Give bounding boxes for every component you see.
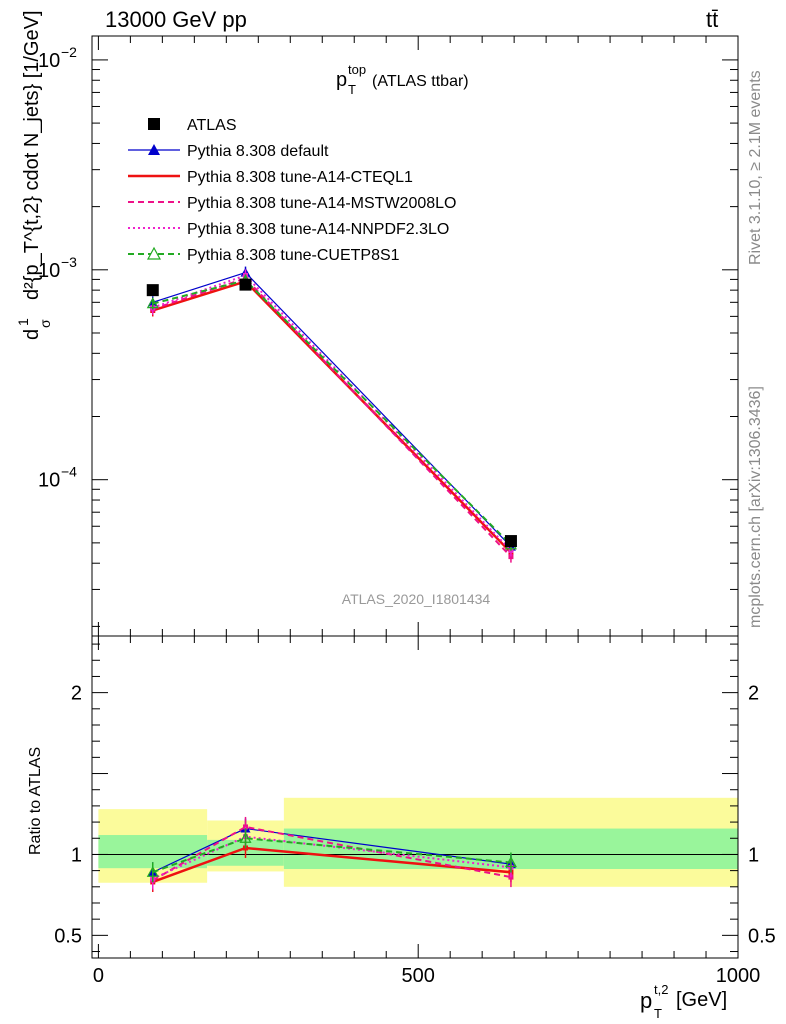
ratio-uncertainty-bands	[92, 797, 738, 887]
legend-marker-square	[148, 118, 160, 130]
plot-title-sup: top	[348, 62, 366, 77]
legend-marker-open-triangle	[146, 246, 162, 260]
plot-title-p: p	[336, 69, 347, 91]
legend-entry: ATLAS	[148, 117, 237, 134]
y-ratio-tick-label-right: 2	[748, 683, 759, 705]
series-marker	[146, 297, 159, 309]
y-ratio-tick-label-right: 1	[748, 844, 759, 866]
process-label: tt̄	[706, 7, 718, 32]
energy-label: 13000 GeV pp	[105, 7, 247, 32]
plot-title-sub: T	[348, 82, 356, 97]
plot-title-rest: (ATLAS ttbar)	[372, 73, 469, 90]
atlas-data-point	[146, 284, 159, 297]
legend-label: ATLAS	[187, 117, 237, 134]
y-main-tick-label: 10	[38, 470, 60, 492]
x-axis-title-units: [GeV]	[676, 989, 727, 1011]
series-line-4	[152, 279, 512, 546]
y-axis-title-den: σ	[37, 319, 53, 328]
y-axis-title-num: 1	[15, 318, 31, 326]
series-line-2	[152, 277, 512, 558]
legend: ATLAS Pythia 8.308 default Pythia 8.308 tu…	[128, 117, 456, 264]
legend-label: Pythia 8.308 default	[187, 143, 329, 160]
y-axis-title: d 1 σ d²{p_T^{t,2} cdot N_jets} [1/GeV]	[15, 10, 53, 340]
legend-label: Pythia 8.308 tune-CUETP8S1	[187, 247, 400, 264]
series-main-panel	[146, 266, 517, 563]
legend-marker-triangle	[148, 144, 160, 155]
y-main-tick-exp: −3	[61, 254, 77, 270]
y-ratio-tick-label: 1	[71, 844, 82, 866]
rivet-label: Rivet 3.1.10, ≥ 2.1M events	[747, 70, 764, 265]
y-ratio-tick-label: 0.5	[54, 925, 82, 947]
x-tick-label: 1000	[716, 965, 761, 987]
y-ratio-tick-label-right: 0.5	[748, 925, 776, 947]
series-ratio-marker	[504, 856, 517, 868]
x-tick-label: 0	[93, 965, 104, 987]
legend-entry: Pythia 8.308 default	[128, 143, 329, 160]
y-ratio-tick-label: 2	[71, 683, 82, 705]
series-ratio-line-4	[152, 837, 512, 874]
atlas-data-point	[504, 535, 517, 548]
ratio-frame	[91, 635, 739, 959]
series-marker	[508, 554, 514, 560]
plot-title: p top T (ATLAS ttbar)	[336, 62, 469, 97]
series-ratio-marker	[146, 866, 159, 877]
ratio-y-axis-title: Ratio to ATLAS	[27, 747, 44, 855]
y-main-tick-exp: −2	[61, 44, 77, 60]
legend-entry: Pythia 8.308 tune-A14-CTEQL1	[128, 169, 413, 186]
y-main-tick-label: 10	[38, 260, 60, 282]
mcplots-label: mcplots.cern.ch [arXiv:1306.3436]	[747, 386, 764, 628]
legend-entry: Pythia 8.308 tune-CUETP8S1	[128, 246, 400, 264]
series-line-1	[152, 280, 512, 554]
legend-label: Pythia 8.308 tune-A14-NNPDF2.3LO	[187, 221, 449, 238]
y-axis-title-main: d²{p_T^{t,2} cdot N_jets} [1/GeV]	[21, 10, 43, 300]
y-main-tick-label: 10	[38, 50, 60, 72]
x-axis-title-sub: T	[654, 1006, 662, 1021]
legend-label: Pythia 8.308 tune-A14-MSTW2008LO	[187, 195, 456, 212]
y-main-tick-exp: −4	[61, 464, 77, 480]
legend-label: Pythia 8.308 tune-A14-CTEQL1	[187, 169, 413, 186]
series-line-3	[152, 274, 512, 552]
series-ratio-line-2	[152, 825, 512, 882]
analysis-id: ATLAS_2020_I1801434	[342, 591, 491, 607]
series-line-0	[152, 271, 512, 548]
x-axis-title: p t,2 T [GeV]	[640, 982, 727, 1021]
plot-frames	[91, 35, 739, 959]
x-tick-label: 500	[402, 965, 435, 987]
atlas-data-point	[239, 278, 252, 291]
series-ratio-panel	[146, 816, 517, 892]
legend-entry: Pythia 8.308 tune-A14-NNPDF2.3LO	[128, 221, 449, 238]
y-axis-title-prefix: d	[21, 329, 43, 340]
x-axis-title-sup: t,2	[654, 982, 668, 997]
legend-entry: Pythia 8.308 tune-A14-MSTW2008LO	[128, 195, 456, 212]
series-ratio-marker	[239, 832, 252, 843]
x-axis-title-p: p	[640, 988, 652, 1013]
